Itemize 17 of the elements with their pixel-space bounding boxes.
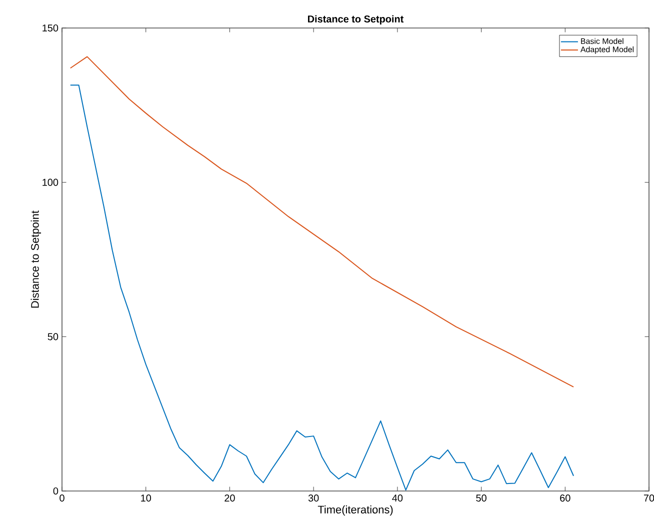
y-axis-title: Distance to Setpoint [30,210,42,308]
chart-title: Distance to Setpoint [308,15,404,24]
y-tick-label: 0 [53,487,58,495]
line-series [70,84,574,491]
y-tick-label: 50 [48,333,58,340]
x-axis-title: Time(iterations) [318,505,393,516]
x-tick-label: 50 [476,494,486,502]
y-tick-label: 100 [42,178,58,186]
x-tick-label: 40 [392,494,403,502]
x-tick-label: 10 [141,494,152,502]
line-series [70,56,574,388]
y-tick-label: 150 [42,24,58,32]
x-tick-label: 30 [308,494,319,502]
x-tick-label: 60 [560,494,570,502]
x-tick-label: 20 [224,494,235,502]
x-tick-label: 70 [644,494,654,502]
x-tick-label: 0 [60,494,64,502]
